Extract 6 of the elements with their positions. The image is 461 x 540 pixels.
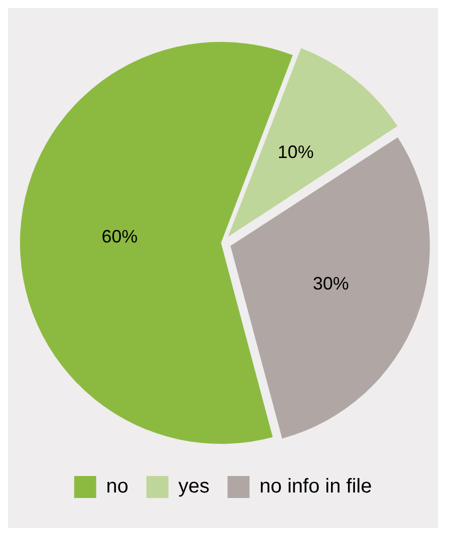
data-label: 30%	[312, 273, 349, 294]
legend-label: yes	[178, 476, 210, 498]
data-label: 60%	[102, 226, 138, 247]
legend-label: no info in file	[260, 476, 372, 498]
data-label: 10%	[278, 142, 314, 162]
legend-label: no	[106, 476, 128, 498]
